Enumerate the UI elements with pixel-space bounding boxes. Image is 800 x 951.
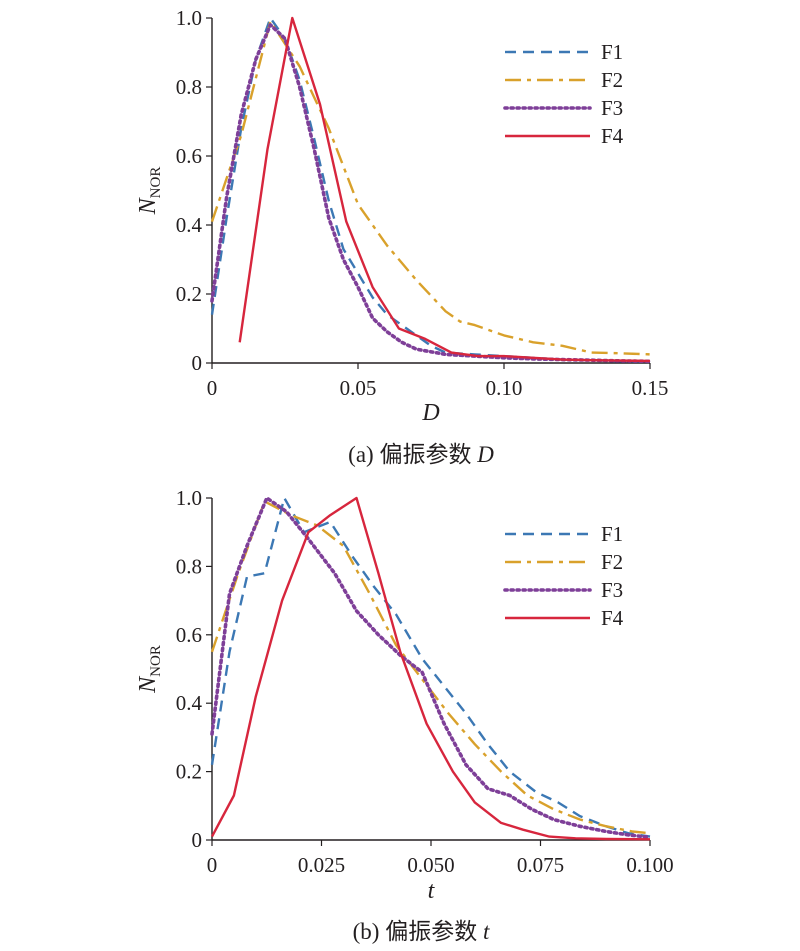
panel-caption-variable: D xyxy=(476,442,494,467)
y-tick-label: 0.4 xyxy=(176,213,203,237)
x-tick-label: 0.10 xyxy=(486,376,523,400)
legend-label-f1: F1 xyxy=(601,522,623,546)
x-tick-label: 0.100 xyxy=(626,853,673,877)
y-tick-label: 0.2 xyxy=(176,282,202,306)
panel-a-chart: 0 0.2 0.4 0.6 0.8 1.0 0 0.05 0.10 0.15 F1 F2 F3 F4 NNO… xyxy=(135,6,668,467)
x-tick-label: 0 xyxy=(207,376,218,400)
series-line-f2 xyxy=(210,20,651,356)
panel-caption: (b) 偏振参数 t xyxy=(353,919,490,944)
series-line-f2 xyxy=(210,500,651,835)
y-axis-label: NNOR xyxy=(135,167,164,216)
x-axis-label: D xyxy=(421,400,439,426)
legend-label-f3: F3 xyxy=(601,578,623,602)
y-tick-label: 0.8 xyxy=(176,554,202,578)
y-tick-label: 0 xyxy=(192,351,203,375)
x-tick-label: 0.025 xyxy=(298,853,345,877)
panel-b-chart: 0 0.2 0.4 0.6 0.8 1.0 0 0.025 0.050 0.075 0.100 F1 F… xyxy=(135,486,674,944)
panel-caption: (a) 偏振参数 D xyxy=(348,442,494,467)
x-tick-label: 0 xyxy=(207,853,218,877)
y-axis-label: NNOR xyxy=(135,645,164,694)
y-tick-label: 0 xyxy=(192,828,203,852)
y-tick-label: 0.2 xyxy=(176,760,202,784)
x-tick-label: 0.075 xyxy=(517,853,564,877)
x-tick-label: 0.05 xyxy=(340,376,377,400)
y-tick-label: 0.8 xyxy=(176,75,202,99)
series-line-f1 xyxy=(210,16,651,363)
legend-label-f2: F2 xyxy=(601,68,623,92)
legend-label-f2: F2 xyxy=(601,550,623,574)
legend-label-f3: F3 xyxy=(601,96,623,120)
panel-caption-variable: t xyxy=(483,919,490,944)
y-tick-label: 0.6 xyxy=(176,623,202,647)
series-line-f4 xyxy=(210,496,651,841)
series-line-f4 xyxy=(238,16,651,363)
x-tick-label: 0.15 xyxy=(632,376,669,400)
legend-label-f4: F4 xyxy=(601,124,624,148)
legend-label-f1: F1 xyxy=(601,40,623,64)
y-axis-label-sub: NOR xyxy=(148,645,164,677)
series-line-f3 xyxy=(210,23,652,364)
series-line-f3 xyxy=(210,496,652,840)
x-axis-label: t xyxy=(428,878,436,904)
legend-label-f4: F4 xyxy=(601,606,624,630)
y-tick-label: 1.0 xyxy=(176,486,202,510)
y-axis-label-main: N xyxy=(135,675,161,694)
y-tick-label: 1.0 xyxy=(176,6,202,30)
panel-caption-text: (b) 偏振参数 xyxy=(353,919,483,944)
panel-caption-text: (a) 偏振参数 xyxy=(348,442,477,467)
series-line-f1 xyxy=(210,496,651,838)
x-tick-label: 0.050 xyxy=(407,853,454,877)
y-axis-label-main: N xyxy=(135,196,161,215)
y-axis-label-sub: NOR xyxy=(148,167,164,199)
y-tick-label: 0.6 xyxy=(176,144,202,168)
y-tick-label: 0.4 xyxy=(176,691,203,715)
